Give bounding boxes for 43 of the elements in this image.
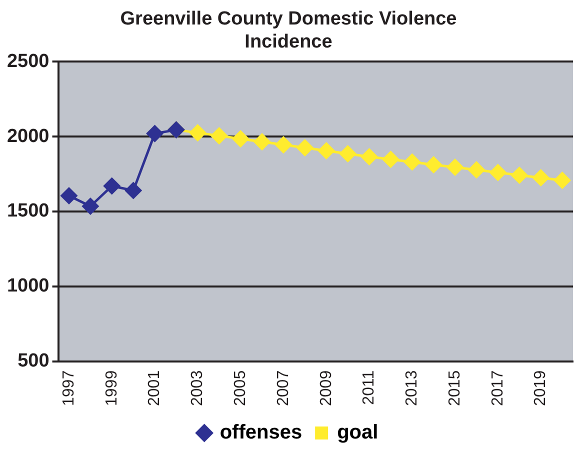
point xyxy=(404,154,420,170)
point xyxy=(232,130,249,148)
y-tick-label: 1000 xyxy=(6,276,50,297)
y-tick-label: 500 xyxy=(18,350,50,372)
x-tick-label: 2017 xyxy=(489,370,506,406)
x-tick-label: 2007 xyxy=(274,370,292,406)
point xyxy=(382,151,399,168)
point xyxy=(254,134,270,150)
point xyxy=(532,170,550,186)
x-tick-label: 2009 xyxy=(318,370,335,406)
point xyxy=(318,142,335,160)
x-tick-label: 2015 xyxy=(446,370,464,406)
point xyxy=(446,159,464,176)
x-tick-label: 2005 xyxy=(232,370,249,406)
point xyxy=(468,162,485,178)
x-tick-label: 2001 xyxy=(146,370,164,406)
point xyxy=(490,164,506,181)
point xyxy=(125,182,142,199)
point xyxy=(82,198,99,215)
x-tick-label: 2019 xyxy=(532,370,550,406)
point xyxy=(60,188,78,204)
point xyxy=(296,140,314,156)
x-tick-label: 1997 xyxy=(60,370,78,406)
point xyxy=(275,136,292,154)
x-tick-label: 2003 xyxy=(189,370,206,406)
x-tick-label: 2013 xyxy=(404,370,421,406)
legend-label: offenses xyxy=(220,422,302,444)
x-tick-label: 2011 xyxy=(360,370,378,405)
point xyxy=(361,148,378,166)
point xyxy=(554,172,571,189)
chart-title: Greenville County Domestic Violence Incidence xyxy=(120,8,457,52)
x-tick-label: 1999 xyxy=(103,370,120,406)
y-tick-label: 2000 xyxy=(6,126,50,147)
point xyxy=(189,124,206,142)
point xyxy=(146,125,164,142)
point xyxy=(340,146,356,162)
legend-label: goal xyxy=(337,422,378,444)
point xyxy=(104,178,120,194)
y-tick-label: 2500 xyxy=(6,50,50,72)
y-tick-label: 1500 xyxy=(6,200,50,222)
point xyxy=(511,166,528,184)
point xyxy=(210,128,228,144)
point xyxy=(425,156,442,173)
